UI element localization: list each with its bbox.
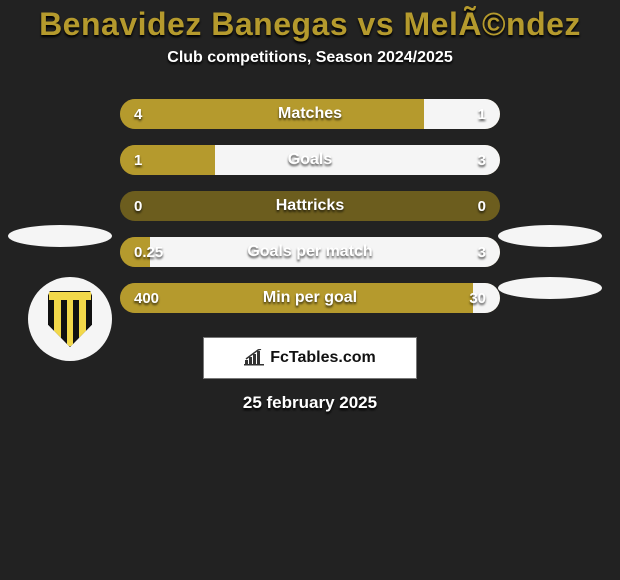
team-left-pill [8, 225, 112, 247]
stat-row: 00Hattricks [120, 191, 500, 221]
comparison-grid: 41Matches 13Goals 00Hattricks 0.253Goals pe… [0, 99, 620, 329]
bar-chart-icon [244, 349, 266, 367]
stat-label: Matches [120, 99, 500, 129]
stat-label: Goals [120, 145, 500, 175]
stat-row: 0.253Goals per match [120, 237, 500, 267]
stat-row: 41Matches [120, 99, 500, 129]
stat-row: 40030Min per goal [120, 283, 500, 313]
shield-icon [48, 291, 92, 347]
stat-bars: 41Matches 13Goals 00Hattricks 0.253Goals pe… [120, 99, 500, 313]
team-right-pill-2 [498, 277, 602, 299]
stat-label: Goals per match [120, 237, 500, 267]
comparison-date: 25 february 2025 [0, 393, 620, 413]
brand-text: FcTables.com [270, 349, 376, 367]
page-title: Benavidez Banegas vs MelÃ©ndez [0, 0, 620, 43]
shield-outline [48, 291, 92, 347]
stat-label: Min per goal [120, 283, 500, 313]
team-left-logo [28, 277, 112, 361]
brand-box: FcTables.com [203, 337, 417, 379]
team-right-pill [498, 225, 602, 247]
stat-row: 13Goals [120, 145, 500, 175]
page-subtitle: Club competitions, Season 2024/2025 [0, 49, 620, 67]
stat-label: Hattricks [120, 191, 500, 221]
